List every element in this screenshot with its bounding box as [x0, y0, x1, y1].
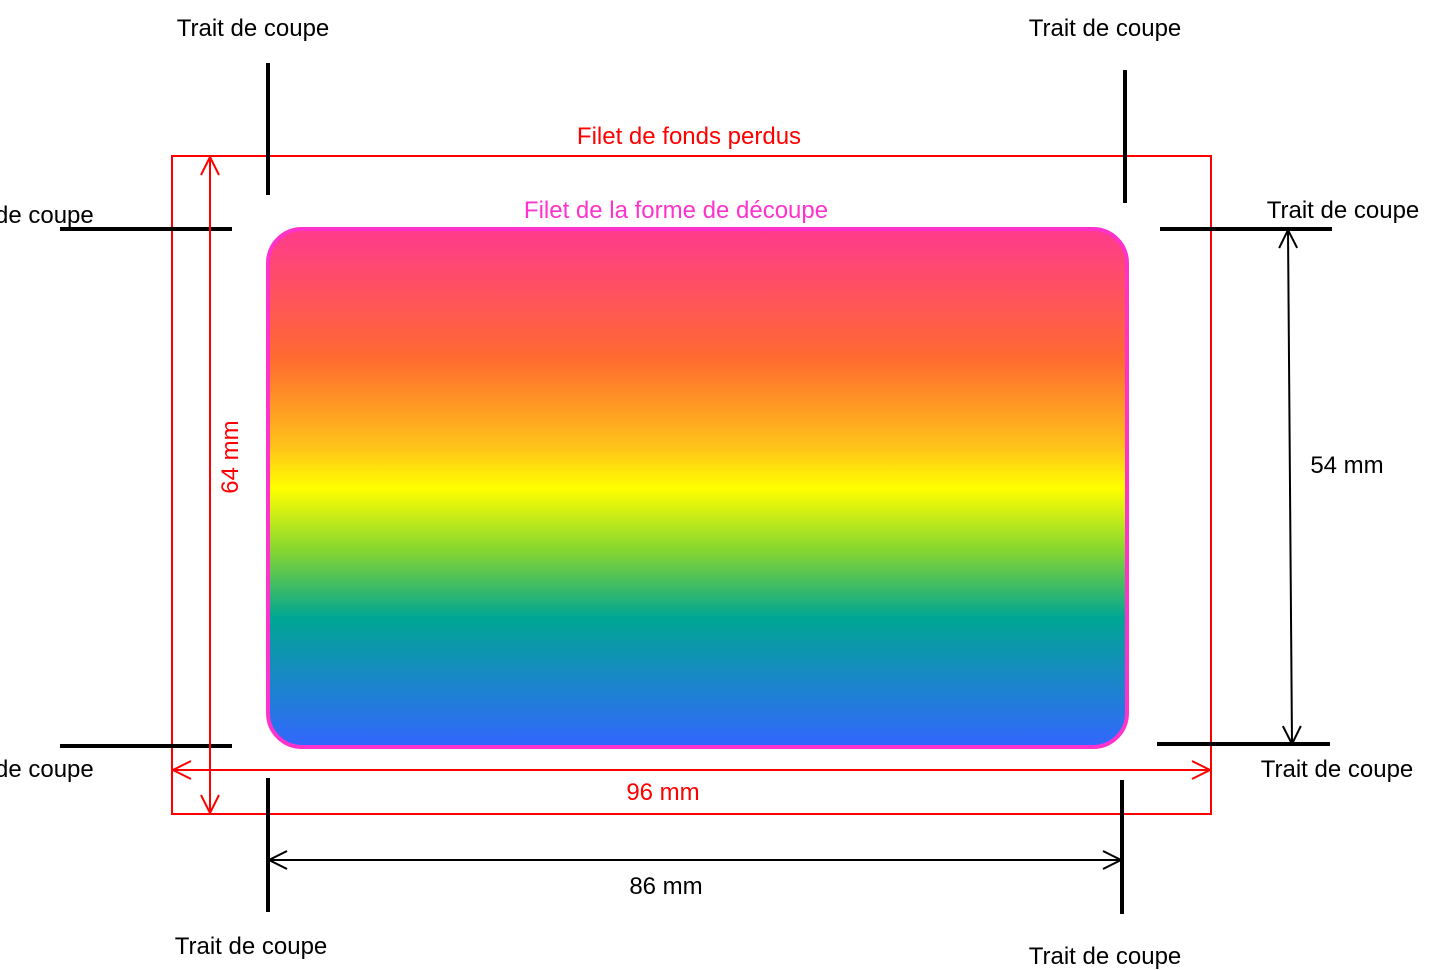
bleed-line-frame	[171, 155, 1212, 815]
label-64mm-background	[212, 392, 246, 522]
crop-mark-label-left-bottom: de coupe	[0, 756, 94, 783]
bleed-line-label: Filet de fonds perdus	[577, 123, 801, 150]
card-gradient	[266, 227, 1129, 749]
crop-mark-label-top-right: Trait de coupe	[1029, 15, 1182, 42]
crop-mark-label-right-bottom: Trait de coupe	[1261, 756, 1414, 783]
die-cut-line-label: Filet de la forme de découpe	[524, 197, 828, 224]
dimension-label-trim-height: 54 mm	[1310, 452, 1383, 479]
crop-mark-label-left-top: de coupe	[0, 202, 94, 229]
dimension-label-trim-width: 86 mm	[629, 873, 702, 900]
crop-mark-label-right-top: Trait de coupe	[1267, 197, 1420, 224]
dimension-label-bleed-height: 64 mm	[217, 420, 244, 493]
crop-mark-label-bottom-left: Trait de coupe	[175, 933, 328, 960]
dimension-label-bleed-width: 96 mm	[626, 779, 699, 806]
crop-mark-label-bottom-right: Trait de coupe	[1029, 943, 1182, 970]
dimension-arrow-trim-height	[1288, 230, 1292, 744]
crop-mark-label-top-left: Trait de coupe	[177, 15, 330, 42]
